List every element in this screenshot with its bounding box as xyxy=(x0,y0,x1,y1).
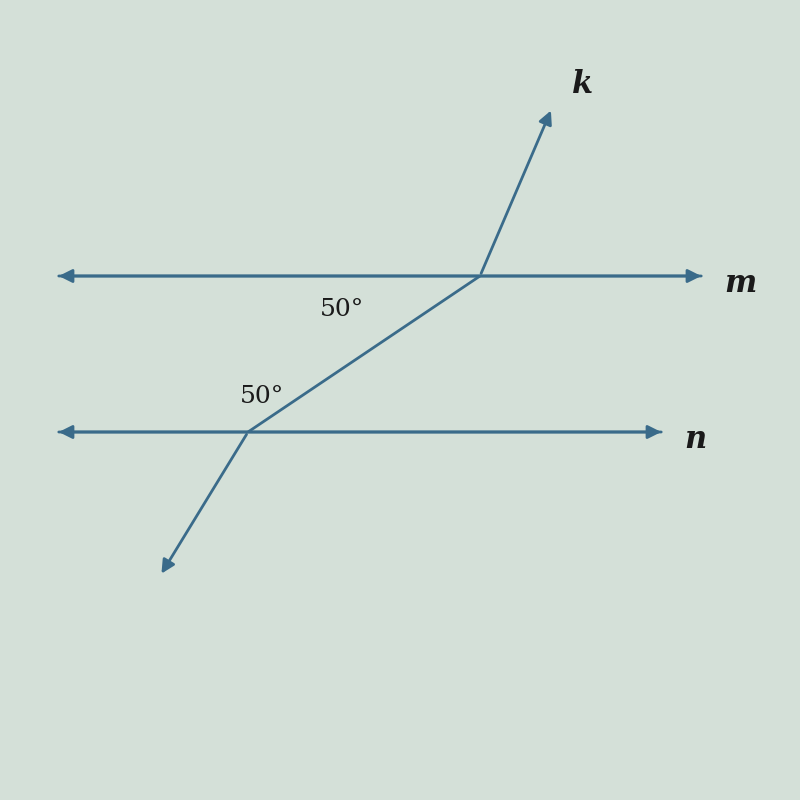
Text: m: m xyxy=(724,269,756,299)
Text: 50°: 50° xyxy=(320,298,364,321)
Text: k: k xyxy=(572,69,593,100)
Text: 50°: 50° xyxy=(240,385,284,408)
Text: n: n xyxy=(684,425,706,455)
